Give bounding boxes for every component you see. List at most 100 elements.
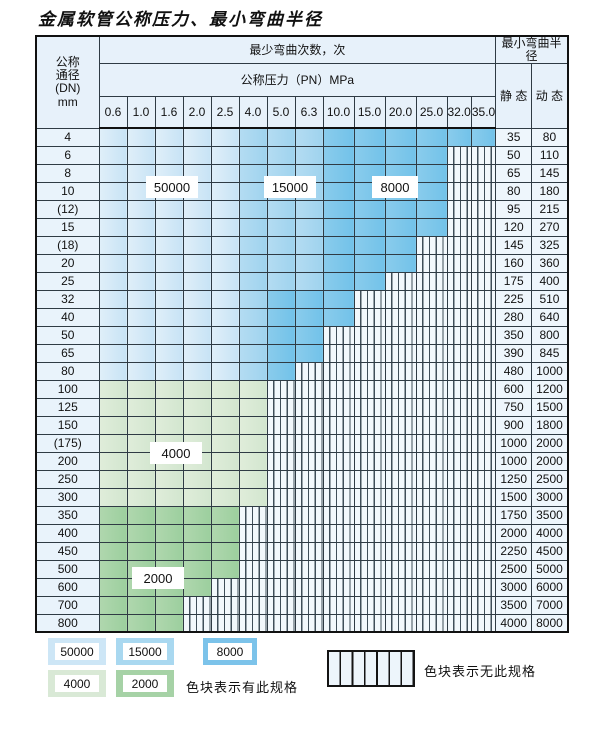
cycle-cell-50000 xyxy=(98,127,128,147)
dn-header-line: 通径 xyxy=(55,68,80,83)
cycle-cell-4000 xyxy=(182,415,212,435)
no-spec-cell xyxy=(353,433,386,453)
no-spec-cell xyxy=(446,469,472,489)
cycle-cell-15000 xyxy=(294,235,324,255)
no-spec-cell xyxy=(415,343,448,363)
pressure-value-header: 0.6 xyxy=(98,96,128,130)
cycle-cell-4000 xyxy=(210,379,240,399)
spec-table: 公称 通径 (DN) mm 最少弯曲次数，次 最小弯曲半径 公称压力（PN）MPa 静 态动 … xyxy=(35,35,569,634)
cycle-cell-8000 xyxy=(322,307,355,327)
dn-cell: 600 xyxy=(35,577,100,597)
no-spec-cell xyxy=(470,505,497,525)
page-title: 金属软管公称压力、最小弯曲半径 xyxy=(38,10,323,30)
dn-cell: 200 xyxy=(35,451,100,471)
cycle-cell-4000 xyxy=(210,469,240,489)
cycle-cell-50000 xyxy=(210,307,240,327)
static-radius-cell: 900 xyxy=(495,415,533,435)
no-spec-cell xyxy=(322,541,355,561)
cycle-cell-50000 xyxy=(210,145,240,165)
cycle-cell-2000 xyxy=(210,505,240,525)
radius-header: 最小弯曲半径 xyxy=(495,35,569,65)
static-radius-cell: 1500 xyxy=(495,487,533,507)
cycle-cell-2000 xyxy=(98,577,128,597)
static-radius-cell: 1000 xyxy=(495,433,533,453)
cycle-cell-2000 xyxy=(126,613,156,633)
legend-swatch-50000-label: 50000 xyxy=(55,643,99,660)
cycles-header: 最少弯曲次数，次 xyxy=(98,35,497,65)
cycle-cell-8000 xyxy=(322,235,355,255)
cycle-cell-50000 xyxy=(126,343,156,363)
cycle-cell-2000 xyxy=(126,523,156,543)
no-spec-cell xyxy=(446,217,472,237)
table-row: 250 1250 2500 xyxy=(35,469,569,489)
cycle-cell-15000 xyxy=(238,307,268,327)
no-spec-cell xyxy=(210,595,240,615)
cycle-cell-8000 xyxy=(384,127,417,147)
dynamic-radius-cell: 215 xyxy=(531,199,569,219)
cycle-cell-8000 xyxy=(322,145,355,165)
dynamic-radius-cell: 145 xyxy=(531,163,569,183)
legend-swatch-2000: 2000 xyxy=(116,670,174,697)
cycle-cell-8000 xyxy=(322,253,355,273)
no-spec-cell xyxy=(446,541,472,561)
no-spec-cell xyxy=(446,289,472,309)
legend-unavailable-swatch xyxy=(327,650,415,687)
no-spec-cell xyxy=(384,379,417,399)
no-spec-cell xyxy=(294,595,324,615)
cycle-cell-4000 xyxy=(238,379,268,399)
no-spec-cell xyxy=(238,613,268,633)
no-spec-cell xyxy=(415,361,448,381)
no-spec-cell xyxy=(415,325,448,345)
band-label-8000: 8000 xyxy=(372,176,418,198)
cycle-cell-4000 xyxy=(154,415,184,435)
no-spec-cell xyxy=(470,559,497,579)
no-spec-cell xyxy=(415,451,448,471)
cycle-cell-15000 xyxy=(238,217,268,237)
dynamic-radius-cell: 800 xyxy=(531,325,569,345)
no-spec-cell xyxy=(266,397,296,417)
cycle-cell-8000 xyxy=(294,289,324,309)
no-spec-cell xyxy=(415,541,448,561)
cycle-cell-4000 xyxy=(238,469,268,489)
cycle-cell-4000 xyxy=(182,487,212,507)
cycle-cell-50000 xyxy=(182,217,212,237)
no-spec-cell xyxy=(470,325,497,345)
band-label-2000: 2000 xyxy=(132,567,184,589)
no-spec-cell xyxy=(384,523,417,543)
cycle-cell-2000 xyxy=(210,559,240,579)
static-radius-cell: 2250 xyxy=(495,541,533,561)
cycle-cell-50000 xyxy=(182,145,212,165)
cycle-cell-4000 xyxy=(182,379,212,399)
no-spec-cell xyxy=(384,541,417,561)
cycle-cell-8000 xyxy=(415,145,448,165)
no-spec-cell xyxy=(384,343,417,363)
dn-cell: (175) xyxy=(35,433,100,453)
cycle-cell-4000 xyxy=(154,379,184,399)
no-spec-cell xyxy=(384,433,417,453)
no-spec-cell xyxy=(470,145,497,165)
cycle-cell-15000 xyxy=(266,217,296,237)
cycle-cell-8000 xyxy=(353,271,386,291)
cycle-cell-8000 xyxy=(446,127,472,147)
no-spec-cell xyxy=(446,505,472,525)
cycle-cell-15000 xyxy=(266,127,296,147)
no-spec-cell xyxy=(266,613,296,633)
no-spec-cell xyxy=(322,361,355,381)
cycle-cell-50000 xyxy=(182,361,212,381)
cycle-cell-8000 xyxy=(470,127,497,147)
cycle-cell-2000 xyxy=(182,541,212,561)
dn-cell: 8 xyxy=(35,163,100,183)
cycle-cell-15000 xyxy=(266,199,296,219)
cycle-cell-50000 xyxy=(126,361,156,381)
band-label-50000: 50000 xyxy=(146,176,198,198)
no-spec-cell xyxy=(470,379,497,399)
cycle-cell-8000 xyxy=(266,325,296,345)
cycle-cell-8000 xyxy=(322,217,355,237)
cycle-cell-15000 xyxy=(294,199,324,219)
dn-cell: 100 xyxy=(35,379,100,399)
dynamic-radius-cell: 2500 xyxy=(531,469,569,489)
cycle-cell-15000 xyxy=(266,235,296,255)
dn-cell: 250 xyxy=(35,469,100,489)
pressure-value-header: 10.0 xyxy=(322,96,355,130)
static-radius-cell: 175 xyxy=(495,271,533,291)
